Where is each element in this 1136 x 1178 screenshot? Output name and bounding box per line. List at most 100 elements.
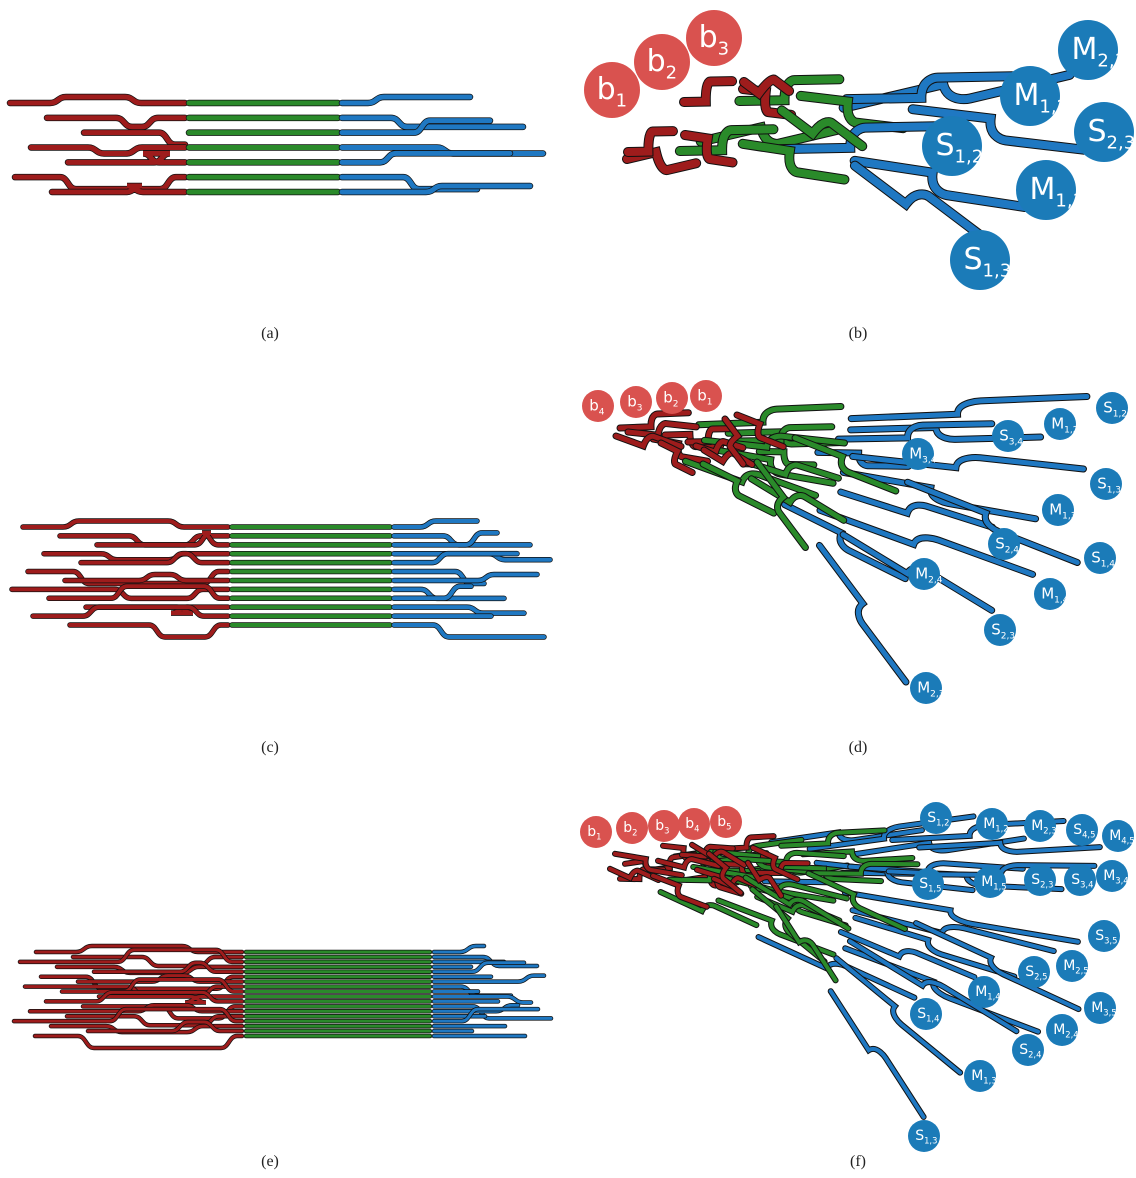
node-label-sub: 2 [632, 828, 637, 838]
node-label-base: S [1031, 872, 1040, 888]
tube [65, 574, 228, 580]
node-label-base: S [1019, 1042, 1028, 1058]
node-label-base: S [1025, 964, 1034, 980]
node-label-base: b [663, 389, 673, 407]
node-label-base: S [1095, 928, 1104, 944]
tube [434, 946, 484, 952]
tube [70, 625, 228, 637]
node-label-sub: 2,5 [1034, 972, 1047, 982]
node-label-sub: 4 [694, 824, 699, 834]
node-label-sub: 3,4 [1115, 876, 1128, 886]
node-label-base: M [1051, 415, 1064, 433]
node-label-base: S [919, 876, 928, 892]
node-label-base: S [999, 427, 1009, 445]
node-label-sub: 5 [726, 822, 731, 832]
node-label-base: b [717, 814, 726, 830]
node-label-sub: 3 [637, 403, 643, 413]
node-label-sub: 4,5 [1121, 836, 1134, 846]
node-label-base: M [1031, 818, 1043, 834]
caption: (d) [849, 739, 868, 756]
node-label-base: M [971, 1068, 983, 1084]
node-label-base: b [699, 20, 718, 55]
node-label-sub: 1,3 [1062, 511, 1076, 521]
node-label-base: M [1072, 32, 1098, 67]
caption: (c) [261, 739, 279, 756]
node-label-sub: 1,3 [1107, 485, 1121, 495]
node-label-base: b [623, 820, 632, 836]
node-label-sub: 1,3 [983, 1076, 996, 1086]
tube [47, 118, 185, 127]
tube [23, 521, 228, 527]
node-label-sub: 1,4 [1101, 559, 1116, 569]
node-label-base: S [995, 535, 1005, 553]
node-label-base: S [1073, 822, 1082, 838]
node-label-base: b [647, 44, 666, 79]
node-label-base: M [917, 679, 930, 697]
node-label-sub: 1,4 [926, 1014, 939, 1024]
node-label-sub: 2,3 [930, 689, 944, 699]
node-label-base: M [909, 445, 922, 463]
node-label-sub: 1,3 [924, 1136, 937, 1146]
node-label-sub: 1,2 [1113, 409, 1127, 419]
node-label-sub: 1,5 [928, 884, 941, 894]
node-label-base: M [1030, 172, 1056, 207]
node-label-sub: 2 [673, 399, 679, 409]
node-label-sub: 3,5 [1104, 936, 1117, 946]
panel-5: b1b2b3b4b5S1,2M1,2M2,3S4,5M4,5S1,5M1,5S2… [580, 802, 1135, 1152]
node-label-sub: 1,4 [1054, 595, 1069, 605]
node-label-base: S [1071, 872, 1080, 888]
caption: (b) [849, 325, 868, 342]
caption: (e) [261, 1153, 279, 1170]
node-label-base: S [1091, 549, 1101, 567]
node-label-sub: 2,4 [1005, 545, 1020, 555]
caption: (a) [261, 325, 279, 342]
node-label-sub: 1 [596, 832, 601, 842]
node-label-base: b [627, 393, 637, 411]
node-label-base: b [655, 818, 664, 834]
node-label-sub: 2,3 [1097, 51, 1126, 72]
node-label-sub: 1,2 [1064, 425, 1078, 435]
node-label-base: S [1088, 114, 1107, 149]
tube [684, 81, 732, 102]
node-label-base: S [927, 810, 936, 826]
tube [628, 131, 673, 152]
node-label-base: S [917, 1006, 926, 1022]
node-label-sub: 1,3 [1055, 191, 1084, 212]
node-label-base: b [697, 387, 707, 405]
node-label-base: b [597, 72, 616, 107]
node-label-sub: 2,3 [1040, 880, 1053, 890]
node-label-sub: 4 [599, 407, 605, 417]
node-label-base: S [915, 1128, 924, 1144]
node-label-base: M [983, 816, 995, 832]
node-label-sub: 1,4 [987, 992, 1000, 1002]
tube [342, 153, 510, 162]
node-label-base: M [1053, 1022, 1065, 1038]
node-label-sub: 3 [664, 826, 669, 836]
node-label-sub: 1,2 [995, 824, 1008, 834]
node-label-sub: 1 [616, 91, 627, 112]
node-label-sub: 3,5 [1103, 1008, 1116, 1018]
node-label-sub: 3 [718, 39, 729, 60]
tube [394, 625, 544, 637]
node-label-sub: 2,4 [928, 575, 943, 585]
node-label-sub: 1,5 [993, 882, 1006, 892]
node-label-base: M [975, 984, 987, 1000]
tube [84, 133, 185, 145]
node-label-base: S [1103, 399, 1113, 417]
figure: (a)(b)(c)(d)(e)(f)b1b2b3M2,3M1,2S2,3S1,2… [0, 0, 1136, 1178]
node-label-base: S [991, 621, 1001, 639]
tube [394, 521, 477, 527]
node-label-sub: 2,4 [1065, 1030, 1078, 1040]
node-label-sub: 1,3 [983, 261, 1012, 282]
node-label-sub: 2 [666, 63, 677, 84]
node-label-sub: 1 [707, 397, 713, 407]
node-label-base: M [1014, 78, 1040, 113]
node-label-base: M [1091, 1000, 1103, 1016]
node-label-base: M [981, 874, 993, 890]
tube-outline [35, 1036, 242, 1048]
node-label-base: b [685, 816, 694, 832]
node-label-sub: 3,4 [922, 455, 937, 465]
tube [15, 177, 185, 189]
node-label-sub: 2,5 [1075, 966, 1088, 976]
